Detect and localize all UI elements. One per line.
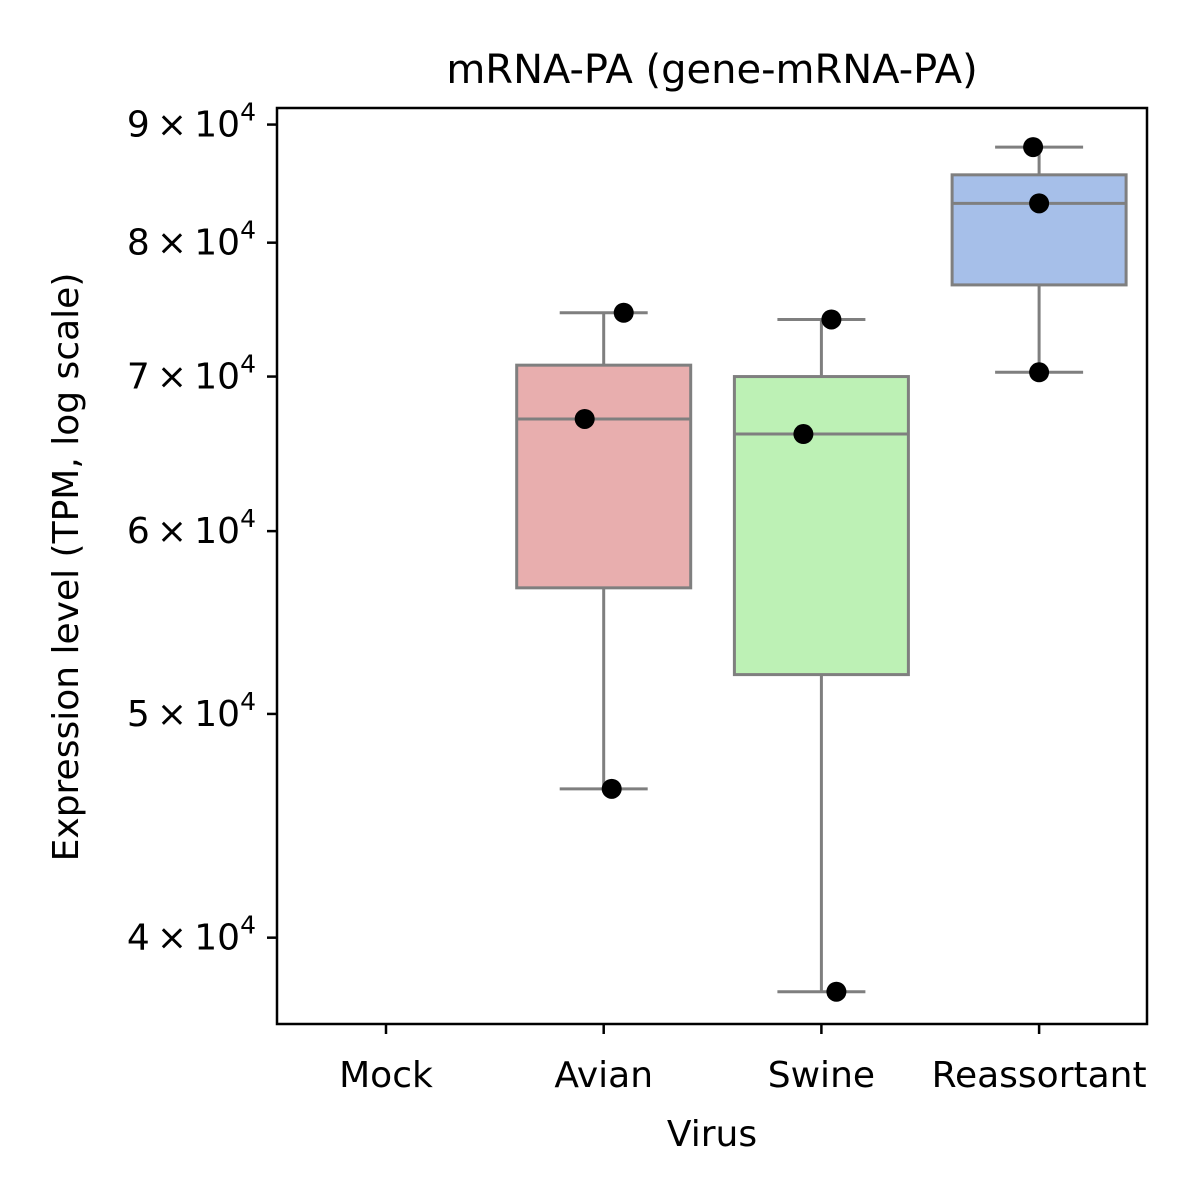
y-tick-label: 6 × 104 <box>127 504 256 552</box>
box-iqr <box>515 363 693 590</box>
y-tick-label: 8 × 104 <box>127 216 256 264</box>
y-axis-title: Expression level (TPM, log scale) <box>46 273 87 862</box>
data-point-swine <box>826 981 847 1002</box>
box-iqr <box>950 173 1128 287</box>
y-tick-label: 5 × 104 <box>127 687 256 735</box>
plot-area: Mock Avian Swine Reassortant 4 × 104 5 × 104 6… <box>127 98 1149 1096</box>
x-axis-title: Virus <box>667 1114 757 1155</box>
y-tick-label: 4 × 104 <box>127 911 256 959</box>
data-point-avian <box>574 408 595 429</box>
x-tick-label: Avian <box>554 1055 653 1096</box>
box-group-avian <box>515 311 693 791</box>
data-point-reassortant <box>1029 193 1050 214</box>
box-iqr <box>732 375 910 677</box>
y-tick-label: 9 × 104 <box>127 98 256 146</box>
data-point-swine <box>821 309 842 330</box>
data-point-reassortant <box>1023 137 1044 158</box>
data-point-avian <box>613 302 634 323</box>
data-point-reassortant <box>1029 362 1050 383</box>
plot-frame <box>275 106 1149 1026</box>
data-point-avian <box>601 778 622 799</box>
y-tick-label: 7 × 104 <box>127 350 256 398</box>
x-tick-label: Swine <box>768 1055 875 1096</box>
x-tick-label: Mock <box>339 1055 433 1096</box>
x-tick-label: Reassortant <box>932 1055 1147 1096</box>
data-point-swine <box>793 424 814 445</box>
chart-title: mRNA-PA (gene-mRNA-PA) <box>446 47 977 93</box>
box-group-reassortant <box>950 145 1128 374</box>
box-group-swine <box>732 317 910 994</box>
